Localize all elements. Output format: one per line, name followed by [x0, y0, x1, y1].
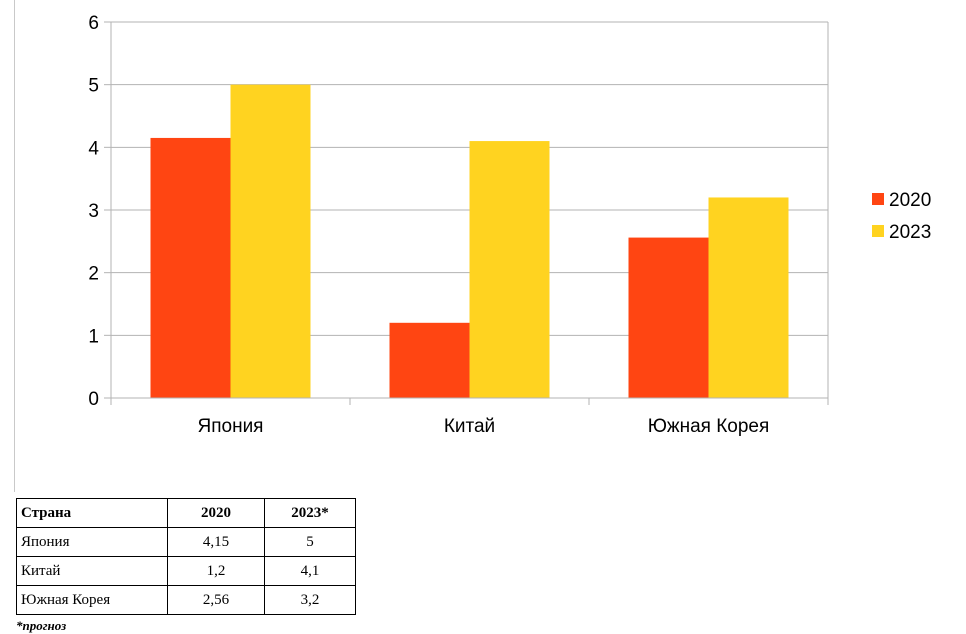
footnote: *прогноз [16, 618, 67, 633]
chart-frame-edge [14, 0, 15, 492]
table-cell-2023: 4,1 [264, 556, 356, 586]
table-cell-2020: 4,15 [167, 527, 265, 557]
y-tick-label: 6 [88, 13, 99, 34]
table-cell-2023: 5 [264, 527, 356, 557]
table-row: Япония 4,15 5 [16, 527, 356, 557]
table-header-2023: 2023* [264, 498, 356, 528]
y-tick-label: 0 [88, 389, 99, 410]
legend-label: 2020 [889, 190, 931, 211]
legend: 2020 2023 [872, 190, 931, 243]
bar [469, 141, 550, 399]
bar [708, 197, 789, 398]
x-tick-label: Китай [444, 416, 495, 437]
bar [150, 137, 231, 398]
y-tick-label: 1 [88, 326, 99, 347]
axes: 0 1 2 3 4 5 6 Япония Китай Южная Корея [88, 13, 829, 437]
bar [628, 237, 709, 398]
table-header-country: Страна [16, 498, 168, 528]
y-tick-label: 3 [88, 201, 99, 222]
y-tick-label: 5 [88, 76, 99, 97]
y-tick-label: 2 [88, 264, 99, 285]
table-header-2020: 2020 [167, 498, 265, 528]
legend-label: 2023 [889, 222, 931, 243]
table-row: Южная Корея 2,56 3,2 [16, 585, 356, 615]
x-tick-label: Япония [198, 416, 264, 437]
legend-swatch [872, 193, 884, 205]
x-tick-label: Южная Корея [648, 416, 770, 437]
bars [150, 84, 789, 399]
bar-chart: 0 1 2 3 4 5 6 Япония Китай Южная Корея 2020 2023 [88, 13, 931, 437]
table-row: Китай 1,2 4,1 [16, 556, 356, 586]
table-cell-2020: 2,56 [167, 585, 265, 615]
legend-swatch [872, 225, 884, 237]
table-header-row: Страна 2020 2023* [16, 498, 356, 528]
table-cell-country: Китай [16, 556, 168, 586]
y-tick-label: 4 [88, 138, 99, 159]
table-cell-2023: 3,2 [264, 585, 356, 615]
table-cell-country: Япония [16, 527, 168, 557]
table-cell-country: Южная Корея [16, 585, 168, 615]
bar [230, 84, 311, 399]
bar [389, 322, 470, 398]
data-table: Страна 2020 2023* Япония 4,15 5 Китай 1,… [16, 498, 356, 615]
table-cell-2020: 1,2 [167, 556, 265, 586]
